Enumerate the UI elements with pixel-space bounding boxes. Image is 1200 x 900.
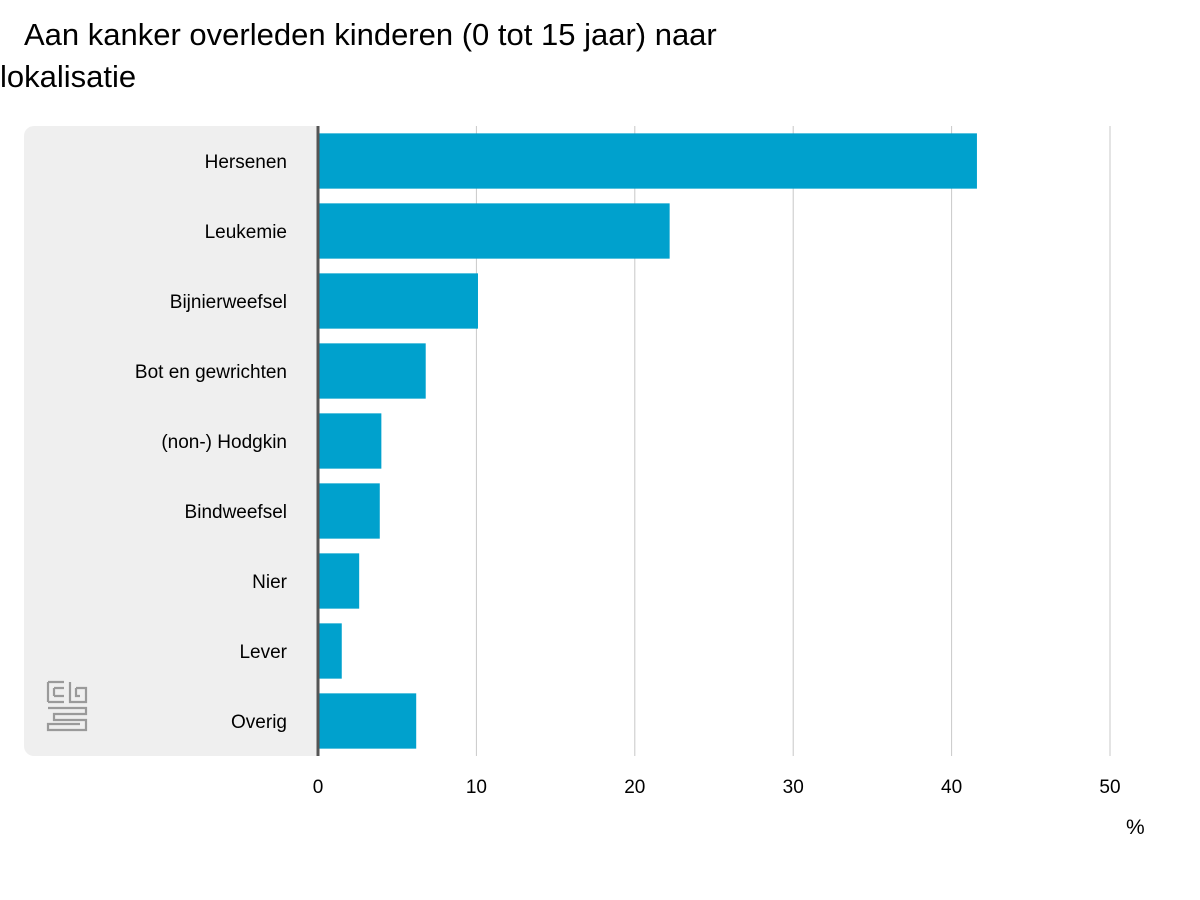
category-label: Bindweefsel xyxy=(185,502,287,523)
chart-title: Aan kanker overleden kinderen (0 tot 15 … xyxy=(0,17,717,94)
bar-overig xyxy=(318,693,417,749)
x-tick-label: 20 xyxy=(624,777,645,798)
x-tick-labels: 0 10 20 30 40 50 xyxy=(313,777,1121,798)
x-tick-label: 40 xyxy=(941,777,962,798)
category-label: Lever xyxy=(239,642,287,663)
category-label-panel xyxy=(24,126,318,756)
bar-bijnierweefsel xyxy=(318,273,478,329)
bar-non-hodgkin xyxy=(318,413,382,469)
bar-bot-en-gewrichten xyxy=(318,343,426,399)
x-tick-label: 0 xyxy=(313,777,324,798)
bar-lever xyxy=(318,623,342,679)
bar-bindweefsel xyxy=(318,483,380,539)
category-labels: Hersenen Leukemie Bijnierweefsel Bot en gew… xyxy=(135,152,288,733)
bars xyxy=(318,133,977,749)
category-label: Overig xyxy=(231,712,287,733)
x-tick-label: 50 xyxy=(1099,777,1120,798)
category-label: (non-) Hodgkin xyxy=(161,432,287,453)
category-label: Leukemie xyxy=(205,222,287,243)
category-label: Nier xyxy=(252,572,288,593)
x-axis-unit-label: % xyxy=(1126,816,1145,839)
bar-leukemie xyxy=(318,203,670,259)
category-label: Hersenen xyxy=(205,152,287,173)
x-tick-label: 30 xyxy=(783,777,804,798)
bar-nier xyxy=(318,553,360,609)
category-label: Bijnierweefsel xyxy=(170,292,287,313)
bar-hersenen xyxy=(318,133,977,189)
x-tick-label: 10 xyxy=(466,777,487,798)
category-label: Bot en gewrichten xyxy=(135,362,287,383)
cbs-logo-icon xyxy=(46,680,88,732)
